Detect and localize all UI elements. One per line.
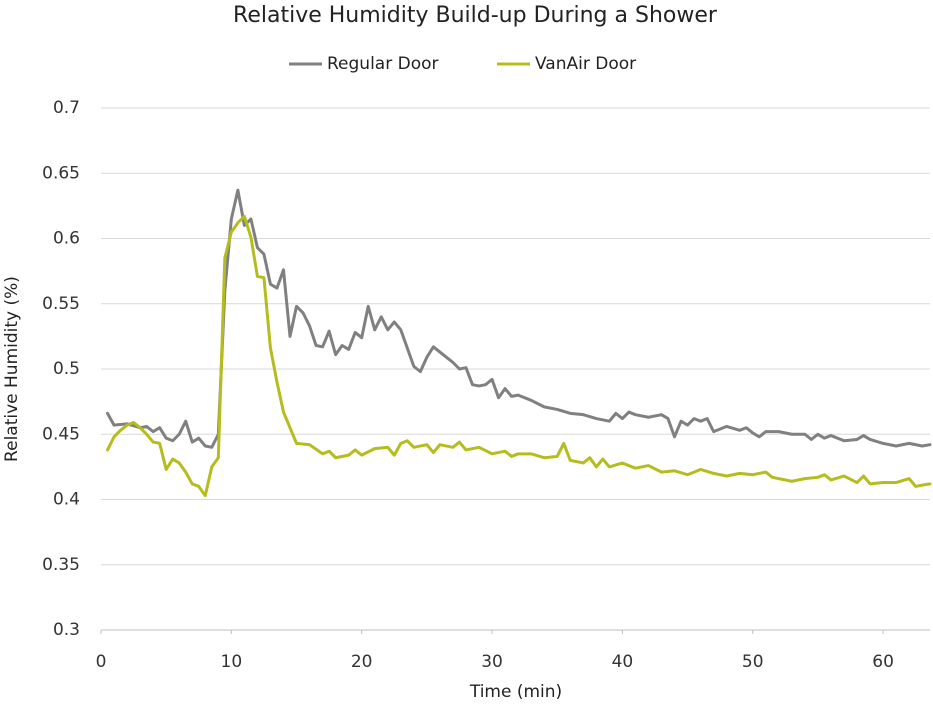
- x-tick-label: 40: [612, 652, 634, 672]
- data-line: [106, 214, 932, 498]
- y-tick-label: 0.7: [53, 98, 80, 118]
- x-tick-label: 50: [742, 652, 764, 672]
- y-axis-label: Relative Humidity (%): [2, 276, 22, 462]
- x-tick-label: 60: [872, 652, 894, 672]
- y-tick-label: 0.3: [53, 620, 80, 640]
- data-line: [106, 188, 932, 449]
- y-tick-label: 0.35: [42, 555, 80, 575]
- chart-title: Relative Humidity Build-up During a Show…: [233, 3, 718, 28]
- y-tick-label: 0.65: [42, 163, 80, 183]
- x-axis-label: Time (min): [469, 682, 562, 702]
- legend-label: VanAir Door: [535, 54, 636, 74]
- x-tick-label: 0: [96, 652, 107, 672]
- y-tick-label: 0.6: [53, 229, 80, 249]
- x-tick-label: 10: [221, 652, 243, 672]
- legend-label: Regular Door: [327, 54, 439, 74]
- y-tick-label: 0.5: [53, 359, 80, 379]
- y-tick-label: 0.45: [42, 424, 80, 444]
- y-tick-label: 0.4: [53, 490, 80, 510]
- x-tick-label: 30: [481, 652, 503, 672]
- x-tick-label: 20: [351, 652, 373, 672]
- y-tick-label: 0.55: [42, 294, 80, 314]
